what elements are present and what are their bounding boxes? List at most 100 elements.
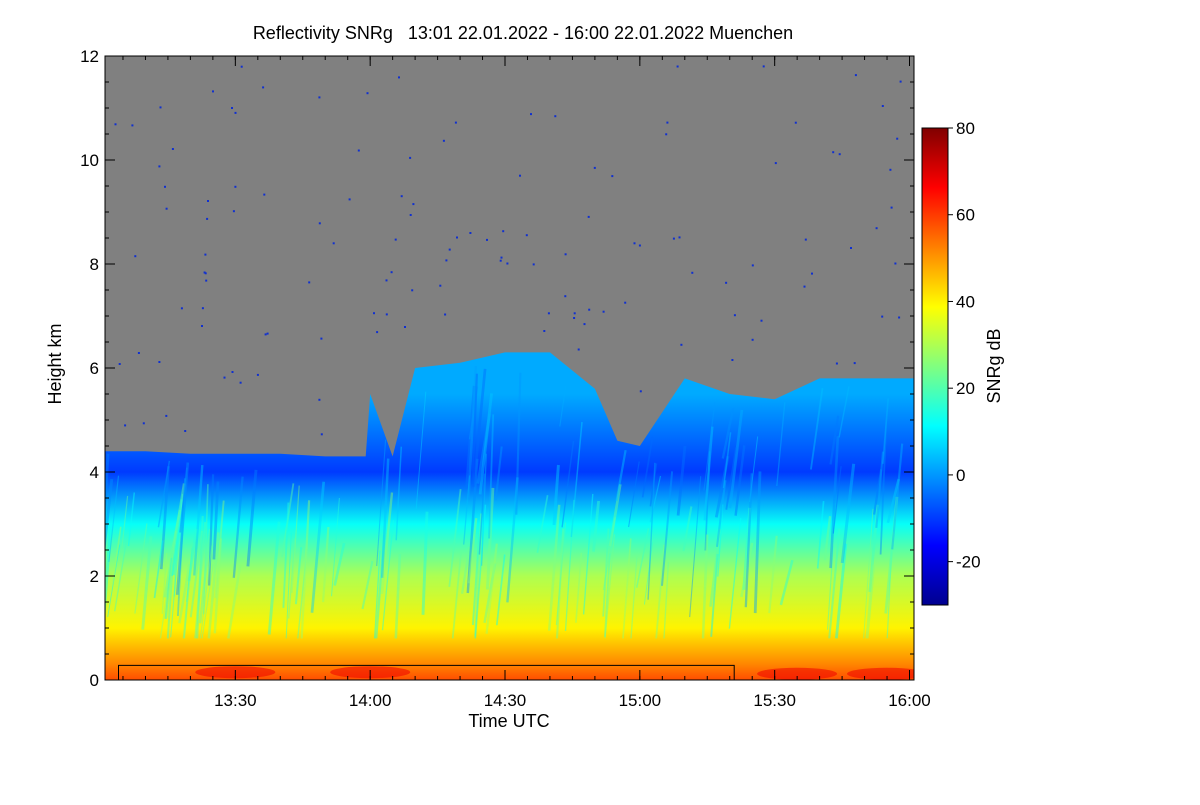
y-tick-label: 6 [90,359,99,378]
noise-dot [725,281,728,284]
echo-streak [682,506,693,552]
noise-dot [318,222,321,225]
noise-dot [624,301,627,304]
echo-streak [361,560,374,610]
echo-streak [641,436,654,498]
echo-streak [478,393,493,495]
echo-streak [187,528,198,582]
echo-streak [214,500,225,599]
echo-streak [721,407,735,459]
echo-streak [832,466,842,534]
echo-streak [134,523,148,614]
echo-streak [381,520,395,631]
echo-streak [828,528,841,639]
noise-dot [159,106,162,109]
echo-streak [865,565,875,639]
colorbar: -20 0 20 40 60 80 SNRg dB [921,119,1004,606]
noise-dot [439,284,442,287]
echo-streak [604,534,615,639]
noise-dot [124,424,127,427]
echo-streak [628,461,640,528]
noise-dot [547,312,550,315]
noise-dot [204,253,207,256]
echo-streak [105,453,110,533]
noise-dot [203,271,206,274]
echo-streak [291,485,300,594]
noise-dot [638,244,641,247]
echo-streak [175,462,190,595]
echo-streak [173,515,180,597]
noise-dot [853,362,856,365]
echo-streak [742,507,752,590]
noise-dot [577,348,580,351]
noise-dot [499,259,502,262]
noise-dots [114,65,902,436]
echo-streak [451,550,463,639]
noise-dot [573,317,576,319]
noise-dot [672,237,675,240]
echo-streak [835,543,848,639]
echo-streak [153,540,164,599]
echo-streak [689,476,702,618]
noise-dot [751,338,754,341]
noise-dot [762,65,765,68]
colorbar-tick-label: 80 [956,119,975,138]
echo-streak [465,385,476,489]
noise-dot [889,168,892,171]
echo-streak [703,402,716,491]
noise-dot [114,123,117,126]
x-axis-label: Time UTC [468,711,549,731]
noise-dot [894,262,897,265]
echo-streak [478,473,486,555]
noise-dot [506,262,509,265]
noise-dot [875,227,878,230]
y-tick-label: 12 [80,47,99,66]
noise-dot [881,315,884,318]
echo-streak [485,487,495,590]
echo-streak [330,497,340,597]
echo-streak [635,528,650,588]
echo-streak [105,478,114,553]
noise-dot [733,314,736,317]
noise-dot [308,281,311,284]
echo-streak [868,504,880,593]
echo-streak [722,432,732,489]
echo-streak [536,495,549,553]
colorbar-ticks: -20 0 20 40 60 80 [948,119,981,572]
noise-dot [639,390,642,393]
colorbar-fill [921,127,949,606]
echo-streak [561,440,575,528]
noise-dot [142,422,145,425]
echo-streak [333,542,346,586]
noise-dot [206,217,209,220]
echo-streak [888,532,894,587]
noise-dot [602,310,605,313]
echo-streak [163,541,177,598]
noise-dot [231,371,234,373]
echo-streak [189,530,203,618]
echo-streak [643,542,654,605]
y-tick-label: 0 [90,671,99,690]
noise-dot [390,271,393,274]
colorbar-tick-label: -20 [956,553,981,572]
echo-streak [474,504,487,639]
echo-streak [395,446,403,541]
echo-streak [701,534,709,639]
noise-dot [564,253,567,256]
echo-streak [310,481,326,613]
echo-streak [467,365,478,500]
noise-dot [448,248,451,251]
noise-dot [588,308,591,311]
noise-dot [262,86,265,89]
echo-streak [213,538,223,634]
echo-streak [480,453,487,566]
echo-streak [159,563,172,639]
echo-streak [183,558,192,639]
noise-dot [240,65,243,68]
noise-dot [890,206,893,209]
echo-streak [715,480,727,548]
noise-dot [564,295,567,298]
noise-dot [212,90,214,93]
y-tick-label: 8 [90,255,99,274]
noise-dot [223,376,226,379]
